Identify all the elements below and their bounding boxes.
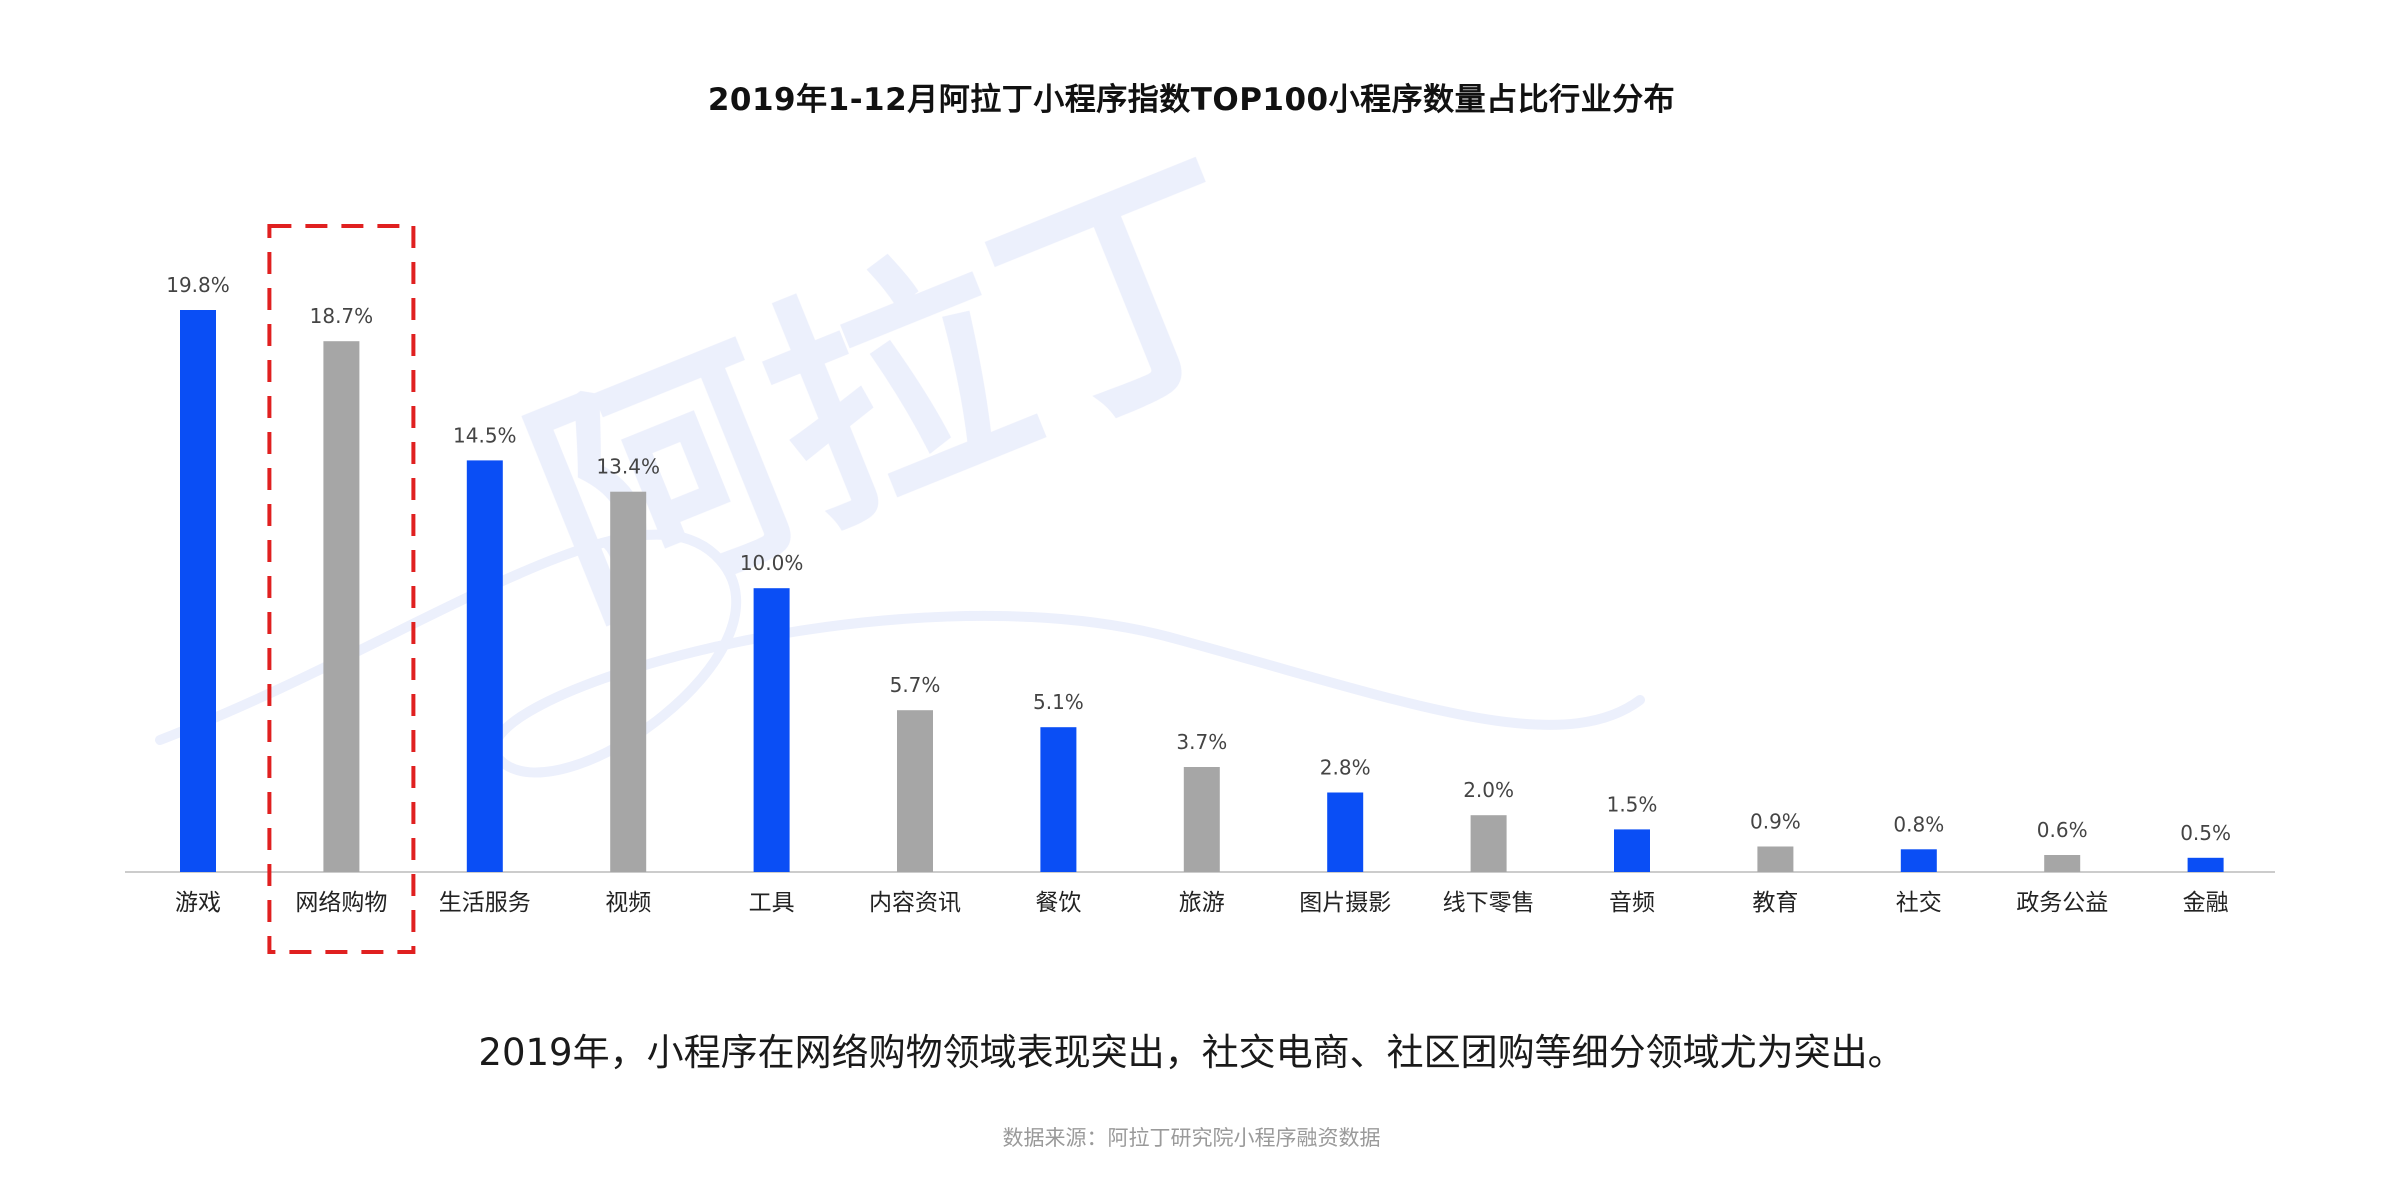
value-label-0: 19.8%	[166, 273, 230, 297]
bar-5	[897, 710, 933, 872]
bar-8	[1327, 792, 1364, 872]
category-label-7: 旅游	[1179, 890, 1225, 916]
bar-14	[2187, 857, 2224, 872]
bar-1	[323, 341, 360, 872]
category-label-12: 社交	[1896, 890, 1942, 916]
bar-3	[610, 491, 647, 872]
value-labels-group: 19.8% 18.7% 14.5% 13.4% 10.0% 5.7% 5.1% 3.7% 2.8…	[166, 273, 2231, 845]
value-label-14: 0.5%	[2180, 821, 2231, 845]
value-label-3: 13.4%	[596, 455, 660, 479]
category-label-6: 餐饮	[1035, 890, 1081, 916]
bar-chart: 阿拉丁 19.8%18.7%14.5%13.4%10.0%5.7%5.1%3.7…	[125, 114, 2275, 954]
bar-10	[1614, 829, 1650, 872]
value-label-5: 5.7%	[890, 673, 941, 697]
bar-13	[2044, 855, 2081, 872]
value-label-2: 14.5%	[453, 423, 517, 447]
data-source: 数据来源：阿拉丁研究院小程序融资数据	[1002, 1126, 1381, 1150]
chart-caption: 2019年，小程序在网络购物领域表现突出，社交电商、社区团购等细分领域尤为突出。	[478, 1031, 1905, 1074]
bar-11	[1757, 846, 1794, 872]
value-label-7: 3.7%	[1176, 730, 1227, 754]
value-label-9: 2.0%	[1463, 778, 1514, 802]
bar-0	[180, 310, 216, 872]
bar-12	[1900, 849, 1937, 872]
value-label-11: 0.9%	[1750, 810, 1801, 834]
bar-7	[1183, 767, 1220, 872]
category-label-14: 金融	[2183, 890, 2229, 916]
category-label-2: 生活服务	[439, 890, 531, 916]
chart-title: 2019年1-12月阿拉丁小程序指数TOP100小程序数量占比行业分布	[707, 82, 1676, 118]
value-label-12: 0.8%	[1893, 812, 1944, 836]
bar-4	[753, 588, 790, 872]
bar-6	[1040, 727, 1077, 872]
category-label-0: 游戏	[175, 890, 221, 916]
bars-group	[180, 310, 2224, 872]
value-label-10: 1.5%	[1607, 792, 1658, 816]
category-label-1: 网络购物	[295, 890, 387, 916]
category-label-13: 政务公益	[2016, 890, 2108, 916]
tick-labels-group: 游戏 网络购物 生活服务 视频 工具 内容资讯 餐饮 旅游 图片摄影 线下零售 音频 教育 社交 政务公益…	[175, 890, 2229, 916]
category-label-10: 音频	[1609, 890, 1655, 916]
highlight-box	[267, 224, 416, 954]
category-label-9: 线下零售	[1443, 890, 1535, 916]
category-label-8: 图片摄影	[1299, 890, 1391, 916]
value-label-6: 5.1%	[1033, 690, 1084, 714]
value-label-1: 18.7%	[310, 304, 374, 328]
value-label-13: 0.6%	[2037, 818, 2088, 842]
value-label-4: 10.0%	[740, 551, 804, 575]
category-label-3: 视频	[605, 890, 651, 916]
category-label-11: 教育	[1752, 890, 1798, 916]
bar-9	[1470, 815, 1507, 872]
value-label-8: 2.8%	[1320, 756, 1371, 780]
bar-2	[466, 460, 503, 872]
category-label-5: 内容资讯	[869, 890, 961, 916]
category-label-4: 工具	[749, 890, 795, 916]
